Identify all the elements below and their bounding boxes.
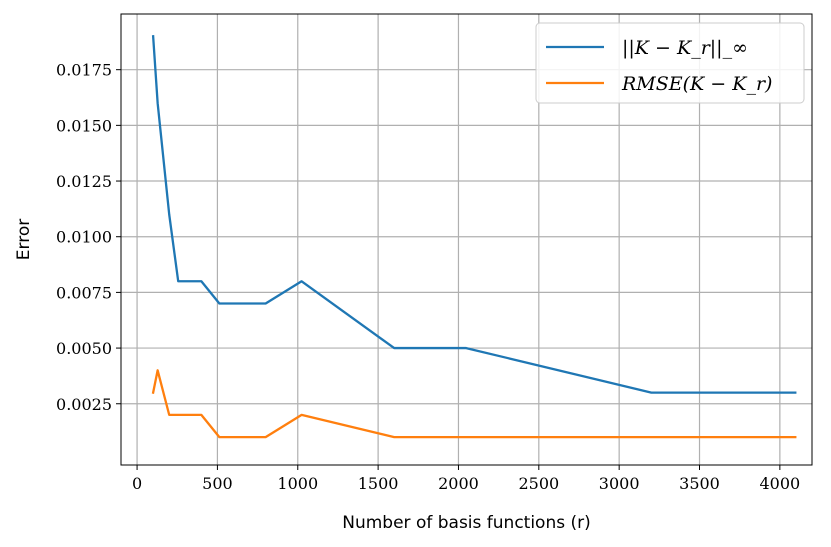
- series-lines: [151, 35, 797, 439]
- y-tick-label: 0.0050: [56, 339, 112, 358]
- series-line-2: [151, 369, 797, 439]
- x-tick-label: 2500: [518, 474, 559, 493]
- legend-label-1: ||K − K_r||_∞: [622, 37, 748, 59]
- y-tick-label: 0.0075: [56, 283, 112, 302]
- legend: ||K − K_r||_∞ RMSE(K − K_r): [535, 22, 805, 104]
- x-tick-label: 3000: [599, 474, 640, 493]
- y-tick-label: 0.0125: [56, 172, 112, 191]
- ticks: 0 500 1000 1500 2000 2500 3000 3500 4000 0.0025 0.…: [56, 61, 800, 493]
- x-tick-label: 4000: [760, 474, 801, 493]
- x-tick-label: 1000: [277, 474, 318, 493]
- x-tick-label: 1500: [358, 474, 399, 493]
- y-tick-label: 0.0025: [56, 395, 112, 414]
- x-tick-label: 3500: [679, 474, 720, 493]
- y-tick-label: 0.0150: [56, 116, 112, 135]
- x-tick-label: 500: [202, 474, 233, 493]
- x-axis-title: Number of basis functions (r): [342, 513, 591, 533]
- y-axis-title: Error: [14, 219, 34, 260]
- series-line-1: [151, 35, 797, 394]
- y-tick-label: 0.0175: [56, 61, 112, 80]
- x-tick-label: 0: [132, 474, 142, 493]
- legend-label-2: RMSE(K − K_r): [621, 73, 772, 95]
- y-tick-label: 0.0100: [56, 228, 112, 247]
- x-tick-label: 2000: [438, 474, 479, 493]
- plot-frame: [120, 13, 813, 466]
